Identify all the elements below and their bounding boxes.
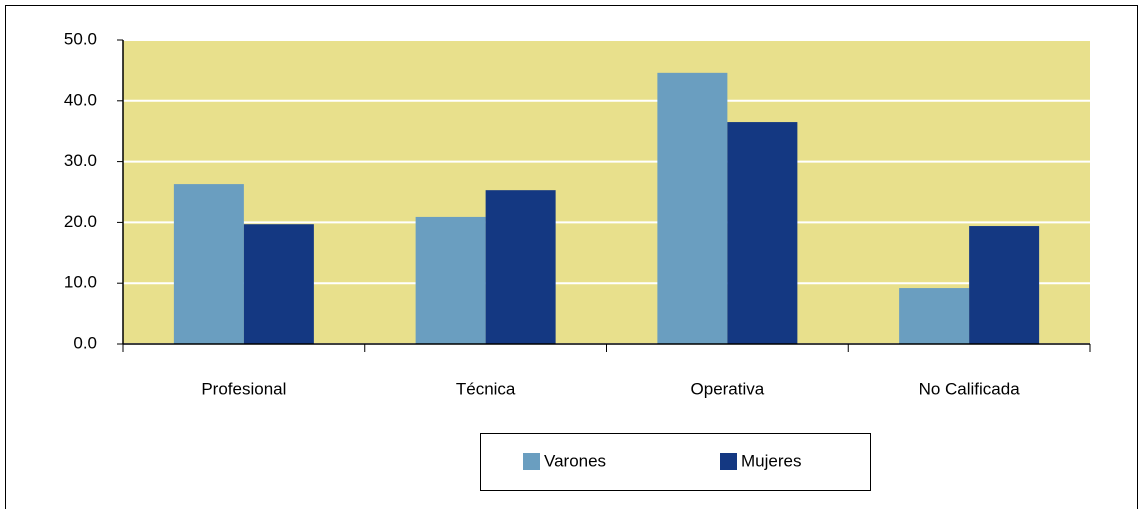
- bar: [243, 224, 314, 344]
- x-tick-label: Operativa: [691, 379, 765, 398]
- bar: [415, 216, 486, 344]
- bar: [173, 184, 244, 344]
- x-tick-label: Profesional: [201, 379, 286, 398]
- y-tick-label: 20.0: [64, 212, 97, 231]
- y-tick-label: 0.0: [73, 333, 97, 352]
- legend-swatch: [720, 453, 737, 470]
- bar: [969, 226, 1040, 344]
- y-tick-label: 50.0: [64, 29, 97, 48]
- legend-swatch: [523, 453, 540, 470]
- y-tick-label: 10.0: [64, 273, 97, 292]
- bar: [485, 190, 556, 344]
- legend-label: Varones: [544, 451, 606, 470]
- y-tick-label: 40.0: [64, 90, 97, 109]
- bar: [727, 122, 798, 344]
- bar: [899, 288, 970, 344]
- x-tick-label: No Calificada: [919, 379, 1021, 398]
- legend-box: [480, 433, 871, 491]
- y-tick-label: 30.0: [64, 151, 97, 170]
- legend-label: Mujeres: [741, 451, 801, 470]
- x-tick-label: Técnica: [456, 379, 516, 398]
- bar: [657, 72, 728, 344]
